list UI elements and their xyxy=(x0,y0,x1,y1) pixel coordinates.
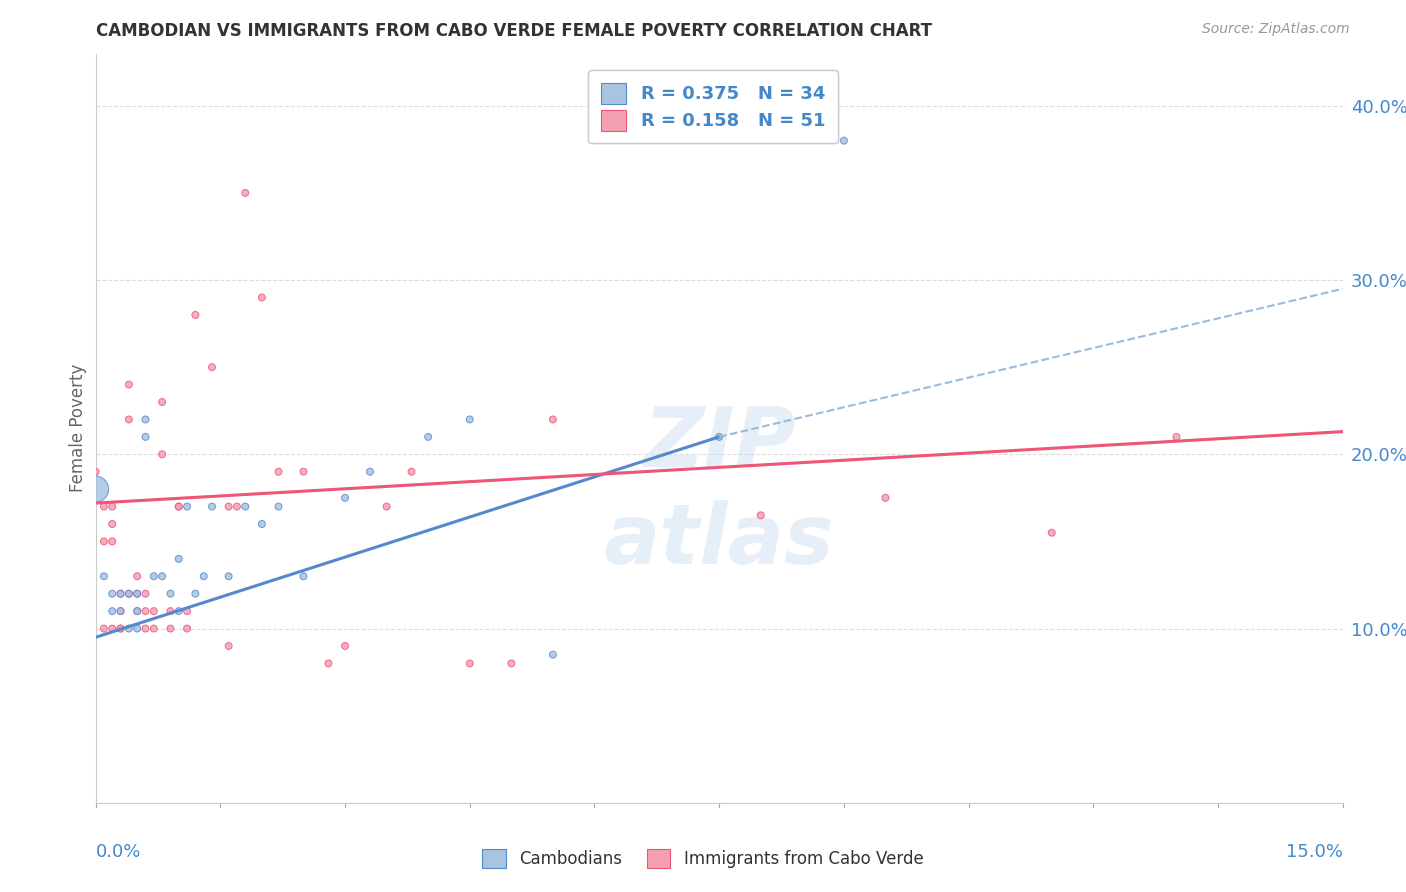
Point xyxy=(333,639,356,653)
Point xyxy=(150,447,173,461)
Point xyxy=(201,500,224,514)
Point xyxy=(159,604,181,618)
Point xyxy=(418,430,440,444)
Text: ZIP: ZIP xyxy=(643,402,796,483)
Point xyxy=(127,604,149,618)
Point xyxy=(318,657,340,671)
Point xyxy=(501,657,523,671)
Point xyxy=(101,622,124,636)
Text: atlas: atlas xyxy=(603,500,835,581)
Point xyxy=(110,587,132,601)
Point xyxy=(93,569,115,583)
Point xyxy=(226,500,249,514)
Point xyxy=(233,186,256,200)
Point xyxy=(84,465,107,479)
Point xyxy=(167,552,190,566)
Point xyxy=(267,465,290,479)
Point xyxy=(193,569,215,583)
Point xyxy=(184,308,207,322)
Text: Source: ZipAtlas.com: Source: ZipAtlas.com xyxy=(1202,22,1350,37)
Point xyxy=(749,508,772,523)
Point xyxy=(101,604,124,618)
Point xyxy=(118,587,141,601)
Point xyxy=(375,500,398,514)
Point xyxy=(541,648,564,662)
Point xyxy=(101,587,124,601)
Point xyxy=(127,622,149,636)
Point xyxy=(159,622,181,636)
Point xyxy=(184,587,207,601)
Point xyxy=(127,587,149,601)
Point xyxy=(110,604,132,618)
Point xyxy=(218,500,240,514)
Point xyxy=(93,622,115,636)
Point xyxy=(250,516,273,531)
Point xyxy=(250,290,273,304)
Point xyxy=(150,569,173,583)
Point xyxy=(142,622,165,636)
Point xyxy=(176,604,198,618)
Point xyxy=(142,604,165,618)
Point xyxy=(167,604,190,618)
Point xyxy=(167,500,190,514)
Point xyxy=(118,377,141,392)
Point xyxy=(292,465,315,479)
Point xyxy=(401,465,423,479)
Point xyxy=(118,412,141,426)
Point xyxy=(110,604,132,618)
Point xyxy=(142,569,165,583)
Point xyxy=(541,412,564,426)
Point xyxy=(101,516,124,531)
Point xyxy=(110,622,132,636)
Point xyxy=(101,534,124,549)
Point xyxy=(292,569,315,583)
Point xyxy=(127,604,149,618)
Point xyxy=(101,500,124,514)
Text: 15.0%: 15.0% xyxy=(1285,843,1343,861)
Point xyxy=(359,465,381,479)
Point xyxy=(709,430,731,444)
Point xyxy=(134,587,156,601)
Point xyxy=(458,657,481,671)
Point xyxy=(118,587,141,601)
Point xyxy=(1166,430,1188,444)
Point xyxy=(110,622,132,636)
Point xyxy=(176,500,198,514)
Point xyxy=(218,569,240,583)
Point xyxy=(110,587,132,601)
Legend: R = 0.375   N = 34, R = 0.158   N = 51: R = 0.375 N = 34, R = 0.158 N = 51 xyxy=(588,70,838,144)
Point xyxy=(93,534,115,549)
Point xyxy=(1040,525,1063,540)
Y-axis label: Female Poverty: Female Poverty xyxy=(69,364,87,492)
Point xyxy=(333,491,356,505)
Point xyxy=(832,134,855,148)
Point xyxy=(875,491,897,505)
Legend: Cambodians, Immigrants from Cabo Verde: Cambodians, Immigrants from Cabo Verde xyxy=(475,842,931,875)
Point xyxy=(218,639,240,653)
Point xyxy=(458,412,481,426)
Point xyxy=(118,622,141,636)
Point xyxy=(134,430,156,444)
Point xyxy=(150,395,173,409)
Point xyxy=(159,587,181,601)
Point xyxy=(233,500,256,514)
Point xyxy=(134,604,156,618)
Point xyxy=(127,587,149,601)
Text: 0.0%: 0.0% xyxy=(96,843,141,861)
Text: CAMBODIAN VS IMMIGRANTS FROM CABO VERDE FEMALE POVERTY CORRELATION CHART: CAMBODIAN VS IMMIGRANTS FROM CABO VERDE … xyxy=(96,22,932,40)
Point xyxy=(267,500,290,514)
Point xyxy=(134,622,156,636)
Point xyxy=(134,412,156,426)
Point xyxy=(176,622,198,636)
Point xyxy=(93,500,115,514)
Point xyxy=(201,360,224,375)
Point xyxy=(127,569,149,583)
Point xyxy=(167,500,190,514)
Point xyxy=(84,482,107,496)
